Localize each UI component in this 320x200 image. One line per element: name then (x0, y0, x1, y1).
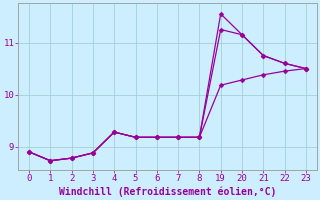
X-axis label: Windchill (Refroidissement éolien,°C): Windchill (Refroidissement éolien,°C) (59, 186, 276, 197)
